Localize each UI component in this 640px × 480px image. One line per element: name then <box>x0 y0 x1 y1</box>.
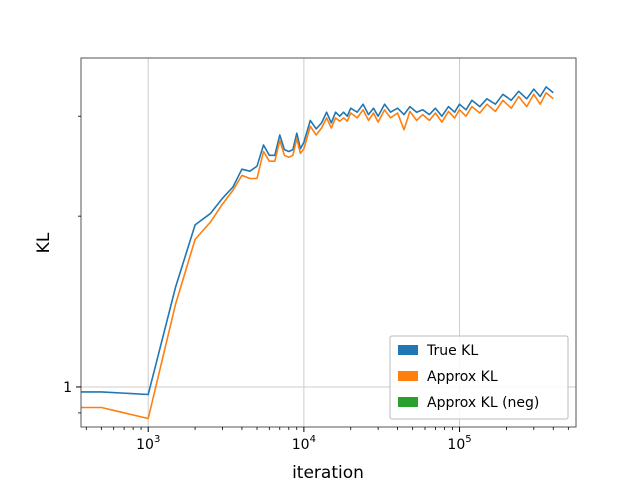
legend-swatch-approx-kl-neg <box>398 397 418 407</box>
legend-label-true-kl: True KL <box>426 343 478 359</box>
legend-label-approx-kl-neg: Approx KL (neg) <box>427 395 539 411</box>
legend-label-approx-kl: Approx KL <box>427 369 498 385</box>
plot-series <box>81 86 554 420</box>
y-axis-label: KL <box>34 232 54 253</box>
x-axis-label: iteration <box>292 463 364 480</box>
y-tick-label: 1 <box>63 380 72 396</box>
legend-box <box>389 335 569 420</box>
series-line-true-kl <box>81 86 554 396</box>
plot-area-frame <box>80 57 577 428</box>
series-line-approx-kl <box>81 92 554 420</box>
legend-swatch-true-kl <box>398 345 418 355</box>
x-tick-label: 104 <box>292 434 316 453</box>
legend-swatch-approx-kl <box>398 371 418 381</box>
x-tick-label: 105 <box>447 434 471 453</box>
legend: True KL Approx KL Approx KL (neg) <box>389 335 569 420</box>
x-tick-label: 103 <box>136 434 160 453</box>
axes: 103 104 105 1 <box>63 115 569 453</box>
